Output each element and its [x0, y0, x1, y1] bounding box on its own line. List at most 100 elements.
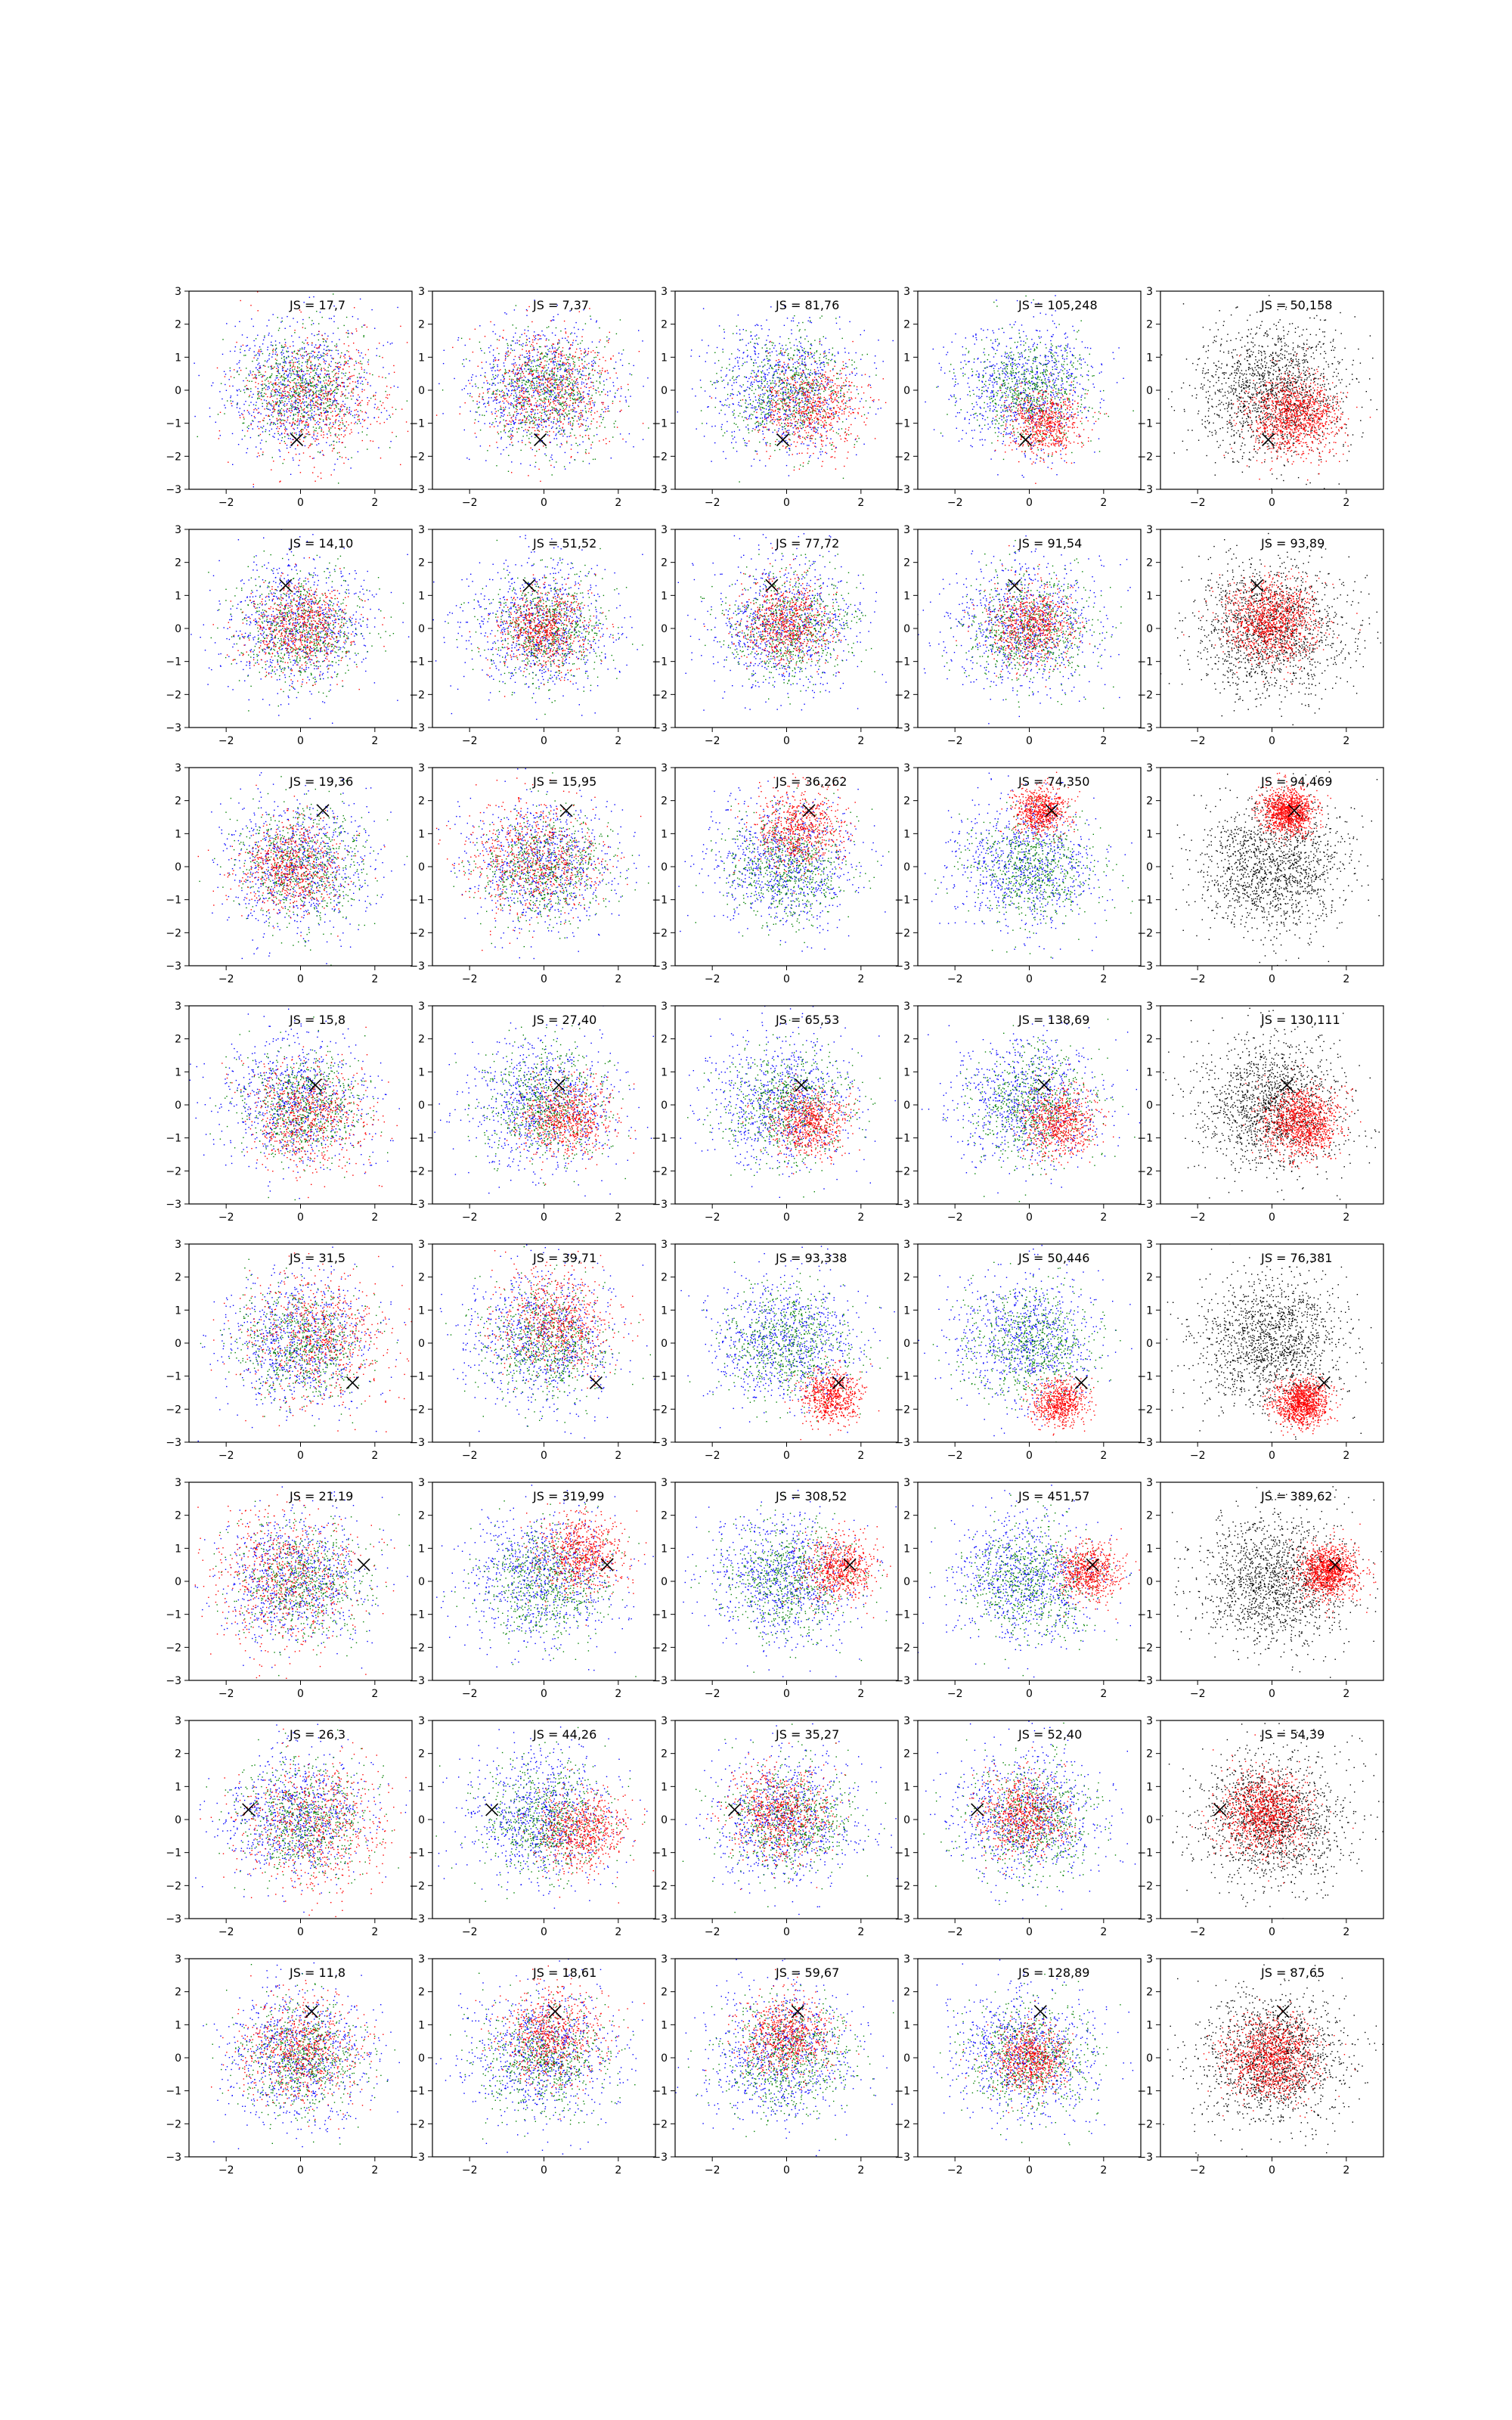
scatter-point [525, 399, 526, 400]
scatter-point [533, 335, 534, 336]
scatter-point [779, 409, 780, 410]
scatter-point [292, 380, 293, 381]
scatter-point [508, 351, 509, 352]
scatter-point [734, 431, 735, 432]
scatter-point [334, 374, 335, 375]
scatter-point [554, 368, 555, 369]
scatter-point [272, 400, 273, 401]
scatter-point [536, 387, 537, 388]
scatter-point [600, 416, 601, 417]
scatter-point [893, 340, 894, 341]
scatter-point [240, 300, 241, 301]
scatter-point [297, 445, 298, 446]
scatter-point [725, 458, 726, 459]
scatter-point [527, 397, 528, 398]
scatter-point [307, 407, 308, 408]
scatter-point [282, 437, 283, 438]
scatter-point [766, 320, 767, 321]
scatter-point [873, 401, 874, 402]
scatter-point [572, 384, 573, 385]
scatter-point [503, 410, 504, 411]
scatter-point [316, 383, 317, 384]
scatter-point [555, 410, 556, 411]
scatter-point [277, 317, 278, 318]
scatter-point [376, 408, 377, 409]
scatter-point [569, 364, 570, 365]
scatter-point [810, 386, 811, 387]
scatter-point [746, 389, 747, 390]
scatter-point [528, 360, 529, 361]
scatter-point [362, 383, 363, 384]
scatter-point [314, 346, 315, 347]
scatter-point [269, 403, 270, 404]
scatter-point [289, 408, 290, 409]
scatter-point [526, 435, 527, 436]
scatter-point [337, 436, 338, 437]
scatter-point [545, 387, 546, 388]
scatter-point [247, 380, 248, 381]
scatter-point [814, 423, 815, 424]
scatter-point [526, 309, 527, 310]
scatter-point [279, 428, 280, 429]
scatter-point [714, 363, 715, 364]
scatter-point [304, 375, 305, 376]
scatter-point [567, 378, 568, 379]
scatter-point [478, 387, 479, 388]
scatter-point [311, 413, 312, 414]
scatter-point [811, 364, 812, 365]
scatter-point [316, 390, 317, 391]
scatter-point [540, 403, 541, 404]
scatter-point [804, 404, 805, 405]
scatter-point [295, 357, 296, 358]
scatter-point [281, 347, 282, 348]
scatter-point [284, 360, 285, 361]
scatter-point [507, 395, 508, 396]
scatter-point [311, 324, 312, 325]
scatter-point [321, 399, 322, 400]
scatter-point [578, 360, 579, 361]
scatter-point [868, 412, 869, 413]
scatter-point [295, 390, 296, 391]
scatter-point [546, 447, 547, 448]
scatter-point [333, 370, 334, 371]
scatter-point [284, 346, 285, 347]
scatter-point [272, 354, 273, 355]
scatter-point [794, 405, 795, 406]
scatter-points [424, 277, 673, 523]
scatter-point [280, 321, 281, 322]
scatter-point [315, 392, 316, 393]
scatter-point [302, 379, 303, 380]
scatter-point [271, 336, 272, 337]
scatter-point [505, 358, 506, 359]
scatter-point [496, 403, 497, 404]
scatter-point [544, 371, 545, 372]
scatter-point [338, 435, 339, 436]
scatter-point [295, 362, 296, 363]
scatter-point [345, 373, 346, 374]
scatter-point [826, 383, 827, 384]
scatter-point [387, 342, 388, 343]
scatter-point [825, 355, 826, 356]
scatter-point [574, 394, 575, 395]
scatter-point [529, 352, 530, 353]
scatter-point [526, 315, 527, 316]
scatter-point [799, 378, 800, 379]
scatter-point [768, 385, 769, 386]
scatter-point [331, 390, 332, 391]
scatter-point [268, 333, 269, 334]
scatter-point [575, 382, 576, 383]
scatter-point [514, 350, 515, 351]
scatter-point [566, 405, 567, 406]
scatter-point [325, 398, 326, 399]
scatter-point [814, 390, 815, 391]
scatter-point [282, 391, 283, 392]
scatter-point [273, 422, 274, 423]
scatter-point [553, 419, 554, 420]
scatter-point [549, 431, 550, 432]
scatter-point [512, 385, 513, 386]
scatter-point [475, 329, 476, 330]
scatter-point [374, 407, 375, 408]
scatter-point [296, 421, 297, 422]
scatter-point [305, 424, 306, 425]
scatter-point [284, 387, 285, 388]
